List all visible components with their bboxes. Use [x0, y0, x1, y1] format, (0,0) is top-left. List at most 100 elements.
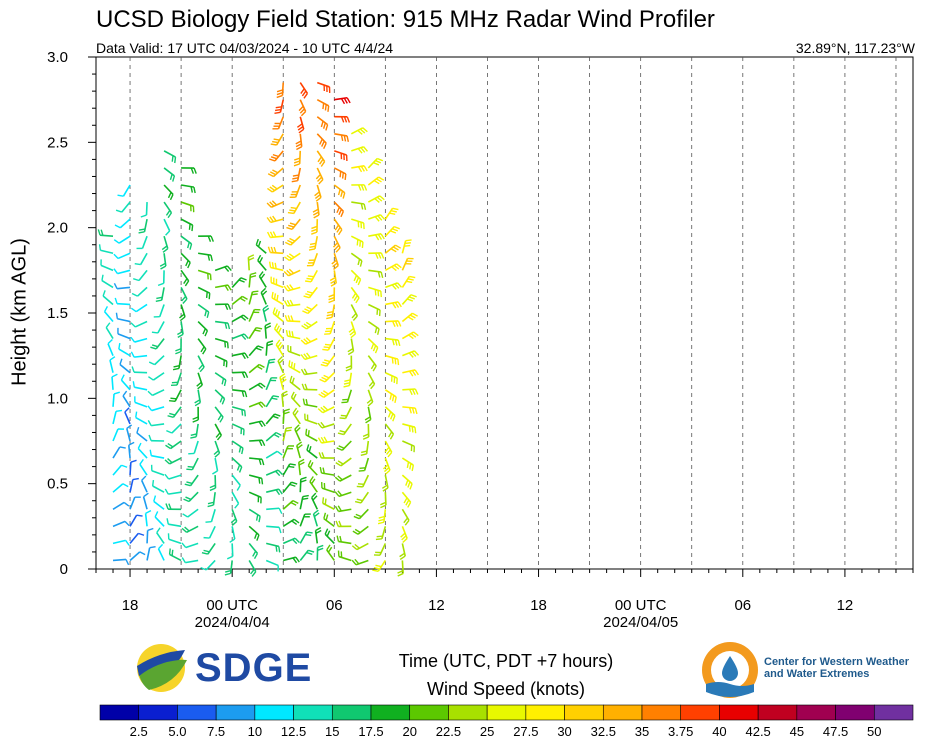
- wind-barb-flag: [373, 179, 380, 185]
- wind-barb-flag: [300, 479, 307, 483]
- wind-barb-flag: [275, 470, 281, 477]
- wind-barb-flag: [363, 165, 368, 172]
- colorbar-label: 7.5: [207, 724, 225, 739]
- wind-barb-flag: [278, 546, 281, 553]
- wind-barb-flag: [276, 94, 283, 99]
- wind-barb: [266, 525, 280, 529]
- wind-barb-flag: [306, 306, 313, 311]
- wind-barb: [255, 244, 267, 254]
- colorbar-label: 32.5: [591, 724, 616, 739]
- wind-barb-flag: [320, 421, 326, 428]
- wind-barb: [187, 508, 199, 518]
- wind-barb-flag: [183, 278, 188, 284]
- colorbar-swatch: [525, 704, 565, 721]
- colorbar-label: 5.0: [168, 724, 186, 739]
- wind-barb: [383, 509, 387, 523]
- wind-barb-flag: [269, 201, 275, 207]
- wind-barb-flag: [260, 287, 267, 293]
- wind-barb-flag: [256, 365, 263, 370]
- wind-barb: [312, 252, 319, 266]
- wind-barb-flag: [308, 248, 316, 251]
- wind-barb-flag: [177, 333, 184, 338]
- wind-barb-flag: [171, 155, 174, 162]
- wind-barb-flag: [115, 312, 119, 319]
- wind-barb-flag: [303, 368, 308, 375]
- wind-barb-flag: [281, 393, 288, 398]
- wind-barb-flag: [272, 395, 280, 398]
- wind-barb: [117, 333, 131, 340]
- wind-barb-flag: [345, 368, 352, 372]
- wind-barb: [197, 269, 211, 276]
- wind-barb-flag: [377, 271, 381, 278]
- wind-barb-flag: [151, 479, 155, 487]
- wind-barb-flag: [118, 343, 121, 350]
- colorbar-swatch: [835, 704, 875, 721]
- wind-barb-flag: [326, 313, 333, 317]
- wind-barb: [282, 428, 287, 442]
- wind-barb-flag: [189, 243, 193, 250]
- wind-barb: [282, 481, 293, 493]
- wind-barb: [129, 479, 134, 493]
- wind-barb-flag: [261, 478, 264, 485]
- wind-barb-flag: [260, 401, 266, 407]
- wind-barb-flag: [383, 467, 390, 473]
- colorbar-swatch: [254, 704, 294, 721]
- wind-barb-flag: [275, 489, 281, 496]
- wind-barb: [340, 457, 352, 467]
- wind-barb-flag: [219, 416, 224, 423]
- wind-barb-flag: [224, 285, 229, 292]
- wind-barb-flag: [293, 163, 300, 167]
- wind-barb-flag: [305, 337, 312, 343]
- wind-barb-flag: [210, 255, 213, 262]
- wind-barb: [215, 320, 229, 325]
- wind-barb-flag: [357, 148, 363, 154]
- wind-barb: [323, 389, 335, 399]
- wind-barb-flag: [283, 271, 289, 277]
- wind-barb-flag: [301, 324, 307, 330]
- wind-barb: [248, 363, 260, 374]
- wind-barb: [277, 116, 284, 130]
- wind-barb-flag: [322, 348, 329, 351]
- wind-barb-flag: [302, 494, 309, 498]
- wind-barb: [309, 481, 318, 493]
- wind-barb-flag: [410, 332, 417, 338]
- wind-barb-flag: [119, 446, 126, 449]
- wind-barb-flag: [276, 89, 283, 93]
- wind-barb-flag: [216, 434, 222, 441]
- wind-barb-flag: [291, 520, 298, 525]
- wind-barb: [163, 167, 175, 177]
- wind-barb-flag: [265, 325, 272, 330]
- wind-barb-flag: [339, 417, 346, 420]
- wind-barb-flag: [187, 262, 191, 269]
- wind-barb: [214, 354, 228, 362]
- wind-barb: [158, 304, 165, 317]
- wind-barb: [157, 548, 165, 561]
- wind-barb: [117, 286, 131, 290]
- wind-barb-flag: [227, 323, 231, 330]
- cw3e-logo: Center for Western Weather and Water Ext…: [700, 640, 920, 700]
- wind-barb: [265, 395, 274, 408]
- wind-barb-flag: [131, 292, 138, 297]
- wind-barb-flag: [289, 237, 296, 242]
- wind-barb-flag: [170, 397, 177, 400]
- wind-barb-flag: [312, 495, 318, 501]
- colorbar-label: 15: [325, 724, 339, 739]
- wind-barb: [112, 393, 115, 407]
- wind-barb-flag: [414, 369, 419, 376]
- colorbar-swatch: [331, 704, 372, 721]
- wind-barb-flag: [322, 405, 329, 411]
- wind-barb-flag: [346, 97, 351, 104]
- wind-barb-flag: [343, 135, 347, 142]
- wind-barb: [124, 411, 131, 425]
- wind-barb-flag: [384, 446, 390, 453]
- wind-barb-flag: [255, 347, 262, 351]
- wind-barb-flag: [392, 207, 399, 211]
- wind-barb-flag: [260, 273, 266, 280]
- colorbar-label: 3.75: [668, 724, 693, 739]
- wind-barb-flag: [165, 444, 171, 450]
- wind-barb-flag: [266, 343, 273, 347]
- wind-barb: [231, 543, 234, 557]
- wind-barb-flag: [406, 298, 414, 302]
- colorbar-label: 17.5: [358, 724, 383, 739]
- wind-barb-flag: [317, 547, 324, 551]
